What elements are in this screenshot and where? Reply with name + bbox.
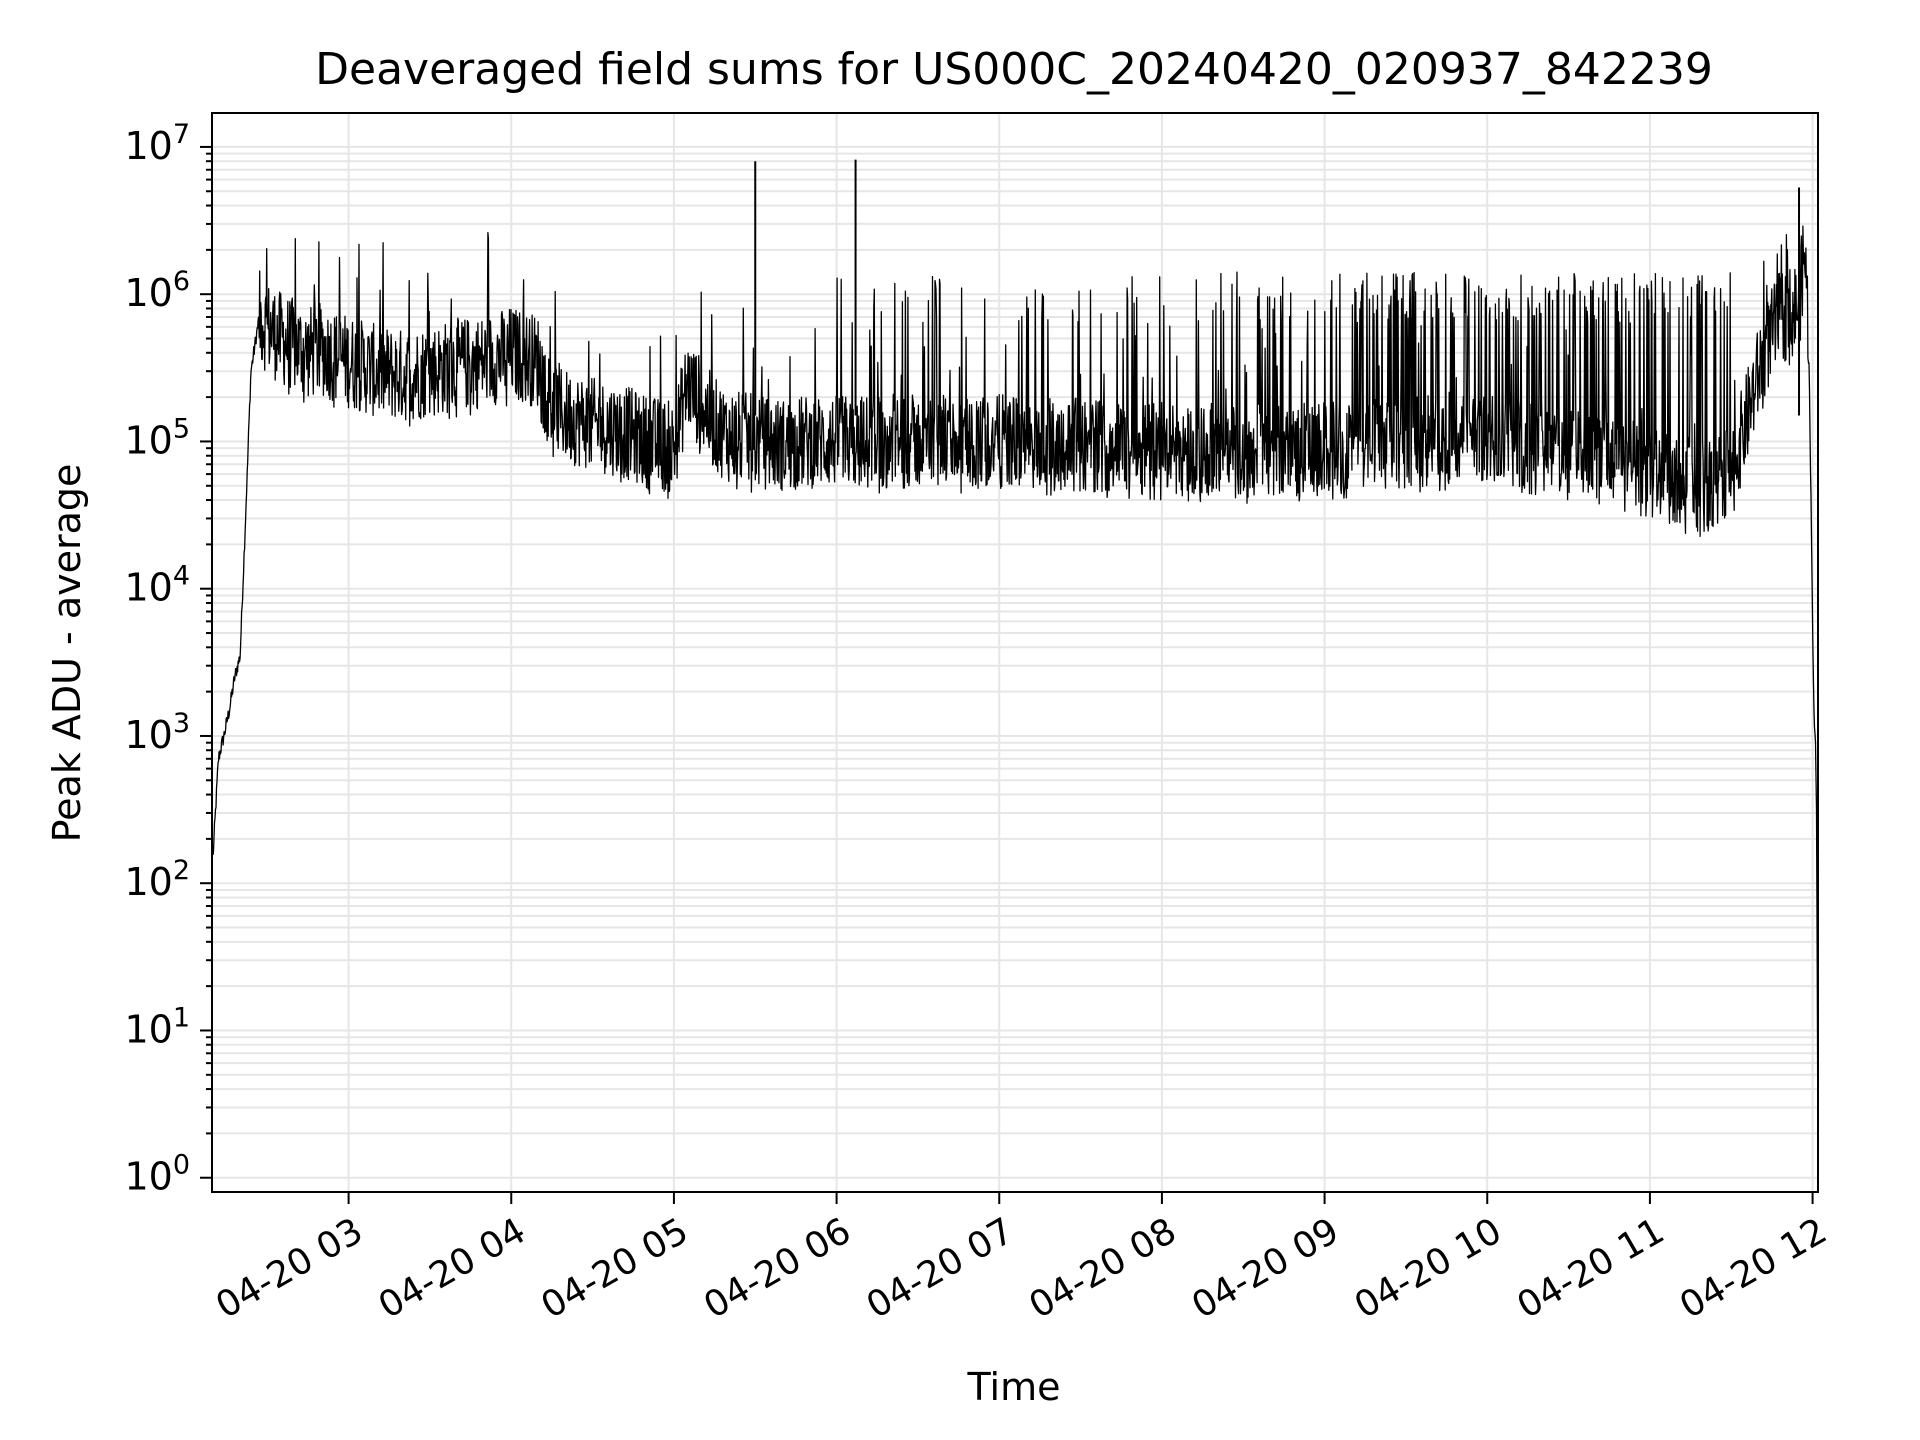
grid bbox=[212, 113, 1818, 1192]
series-line bbox=[212, 225, 1819, 1182]
chart-title: Deaveraged field sums for US000C_2024042… bbox=[315, 44, 1713, 95]
y-tick-label: 104 bbox=[124, 561, 190, 610]
y-tick-label: 100 bbox=[124, 1150, 190, 1199]
y-tick-label: 105 bbox=[124, 413, 190, 462]
x-axis-label: Time bbox=[967, 1365, 1061, 1409]
y-tick-label: 106 bbox=[124, 266, 190, 315]
y-tick-label: 101 bbox=[124, 1002, 190, 1051]
y-tick-label: 102 bbox=[124, 855, 190, 904]
y-tick-label: 107 bbox=[124, 119, 190, 168]
plot-frame bbox=[211, 112, 1819, 1193]
y-tick-label: 103 bbox=[124, 708, 190, 757]
y-axis-label: Peak ADU - average bbox=[45, 464, 89, 843]
series-group bbox=[212, 159, 1819, 1182]
y-axis: 100 101 102 103 104 105 106 107 bbox=[124, 119, 212, 1199]
